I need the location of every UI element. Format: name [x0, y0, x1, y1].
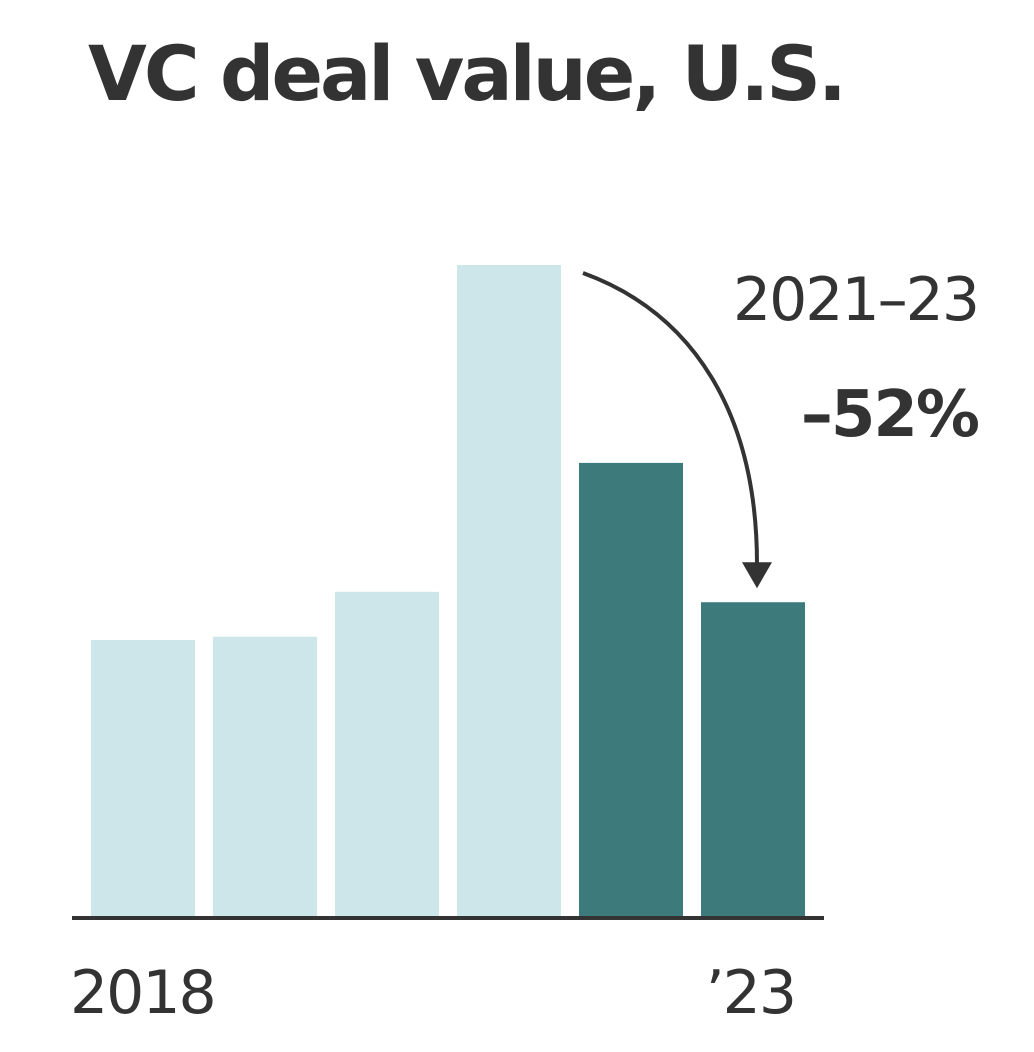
bar-2021	[457, 265, 561, 916]
x-tick-label-first: 2018	[70, 958, 215, 1028]
x-tick-label-last: ’23	[706, 958, 795, 1028]
bar-2022	[579, 462, 683, 916]
bars-layer	[91, 265, 805, 916]
change-arrowhead-icon	[742, 562, 772, 589]
bar-2023	[701, 602, 805, 916]
bar-2018	[91, 639, 195, 916]
bar-2020	[335, 591, 439, 916]
bar-2019	[213, 636, 317, 916]
annotation-change-label: –52%	[801, 378, 979, 452]
chart-title: VC deal value, U.S.	[88, 29, 847, 118]
annotation-range-label: 2021–23	[733, 265, 978, 335]
change-arrow	[582, 271, 759, 565]
